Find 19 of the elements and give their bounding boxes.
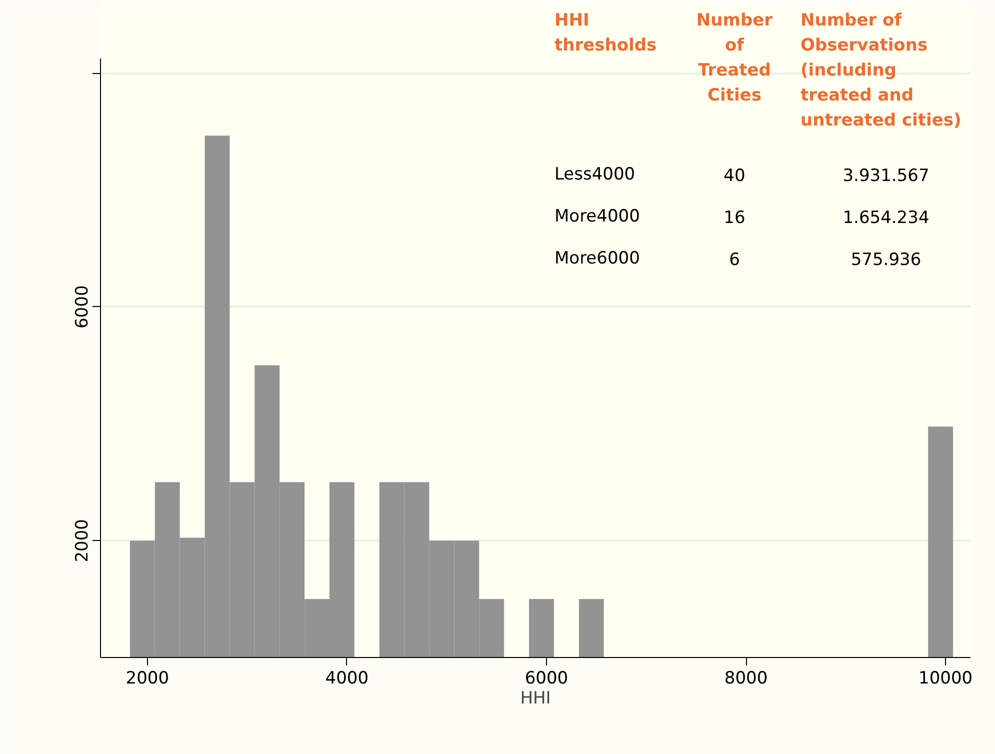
annotation: 6 (729, 250, 740, 270)
x-tick-label: 10000 (918, 668, 973, 688)
x-tick-label: 4000 (325, 668, 369, 688)
annotation: 575.936 (850, 250, 922, 270)
annotation: Number of Observations (including treated and untreated cities) (800, 10, 962, 130)
x-axis-title: HHI (554, 10, 590, 30)
annotation: 40 (724, 166, 746, 186)
x-tick-label: 2000 (126, 668, 170, 688)
x-tick-label: 6000 (524, 668, 568, 688)
text: thresholds (554, 36, 657, 56)
annotation: More6000 (554, 248, 640, 268)
annotation: More4000 (554, 206, 640, 226)
annotation: Less4000 (554, 164, 636, 184)
text: HHI (520, 688, 551, 708)
annotation: 3.931.567 (842, 166, 930, 186)
x-tick-label: 8000 (724, 668, 768, 688)
annotation: 1.654.234 (842, 208, 930, 228)
annotation: 16 (724, 208, 746, 228)
annotation: Number of Treated Cities (696, 10, 774, 106)
